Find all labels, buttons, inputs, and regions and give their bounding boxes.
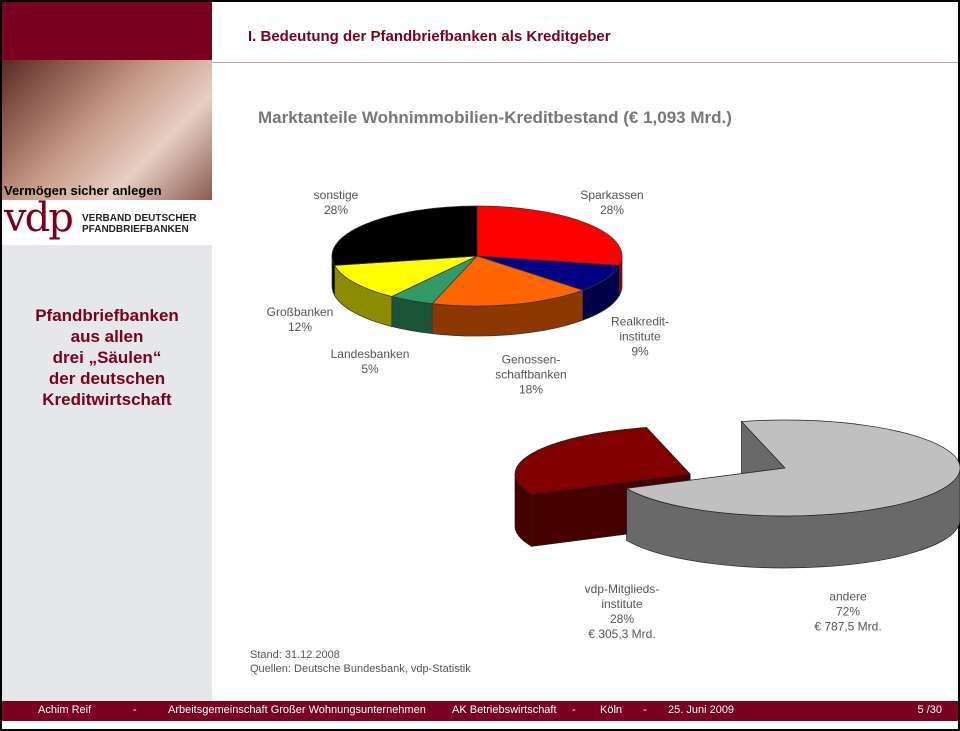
category-label: Genossen- schaftbanken <box>495 352 567 382</box>
pie-slice <box>625 419 960 517</box>
footer <box>2 701 958 721</box>
logo-line: VERBAND DEUTSCHER <box>82 213 197 224</box>
slice-label: Landesbanken 5% <box>331 347 410 377</box>
pie-slice <box>431 255 584 307</box>
category-label: Realkredit- institute <box>610 314 670 344</box>
logo: vdp <box>4 195 74 241</box>
photo <box>2 60 212 200</box>
footer-item: Achim Reif <box>38 704 92 716</box>
slice-label: andere 72% € 787,5 Mrd. <box>814 590 881 635</box>
footer-item: AK Betriebswirtschaft <box>452 704 557 716</box>
footer-item: - <box>572 704 576 716</box>
pie-slice <box>476 255 620 291</box>
category-label: Sparkassen <box>580 188 644 202</box>
pie-slice <box>476 205 623 266</box>
slice-label: Realkredit- institute 9% <box>611 315 669 360</box>
header-line <box>212 62 958 63</box>
amount-label: € 787,5 Mrd. <box>814 619 882 634</box>
value-label: 12% <box>287 320 313 334</box>
value-label: 28% <box>323 203 349 217</box>
footer-item: - <box>133 704 137 716</box>
slice-label: Genossen- schaftbanken 18% <box>495 353 566 398</box>
pie-slice <box>331 205 478 266</box>
amount-label: € 305,3 Mrd. <box>588 627 656 641</box>
note: Stand: 31.12.2008 <box>250 649 340 661</box>
pie-slice <box>334 255 478 297</box>
logo-text: VERBAND DEUTSCHER PFANDBRIEFBANKEN <box>82 213 196 235</box>
slice-label: vdp-Mitglieds- institute 28% € 305,3 Mrd. <box>585 582 660 642</box>
slice-label: Sparkassen 28% <box>580 188 643 218</box>
footer-item: 25. Juni 2009 <box>668 704 735 716</box>
logo-line: PFANDBRIEFBANKEN <box>82 224 189 235</box>
value-label: 28% <box>609 612 635 626</box>
category-label: sonstige <box>313 188 359 202</box>
notes: Stand: 31.12.2008 Quellen: Deutsche Bund… <box>250 648 471 676</box>
header-left <box>2 2 212 60</box>
footer-item: - <box>643 704 647 716</box>
category-label: vdp-Mitglieds- institute <box>584 582 660 611</box>
value-label: 5% <box>361 362 379 376</box>
page-number: 5 /30 <box>917 704 942 716</box>
sidebar <box>2 245 212 701</box>
slice-label: sonstige 28% <box>314 188 359 218</box>
category-label: Landesbanken <box>330 347 410 361</box>
slice-label: Großbanken 12% <box>267 305 334 335</box>
footer-item: Arbeitsgemeinschaft Großer Wohnungsunter… <box>168 704 426 716</box>
value-label: 28% <box>599 203 625 217</box>
note: Quellen: Deutsche Bundesbank, vdp-Statis… <box>250 663 471 675</box>
footer-item: Köln <box>600 704 623 716</box>
value-label: 72% <box>835 604 861 619</box>
value-label: 9% <box>631 344 649 359</box>
value-label: 18% <box>518 382 544 397</box>
chart-title: Marktanteile Wohnimmobilien-Kreditbestan… <box>258 108 732 127</box>
sidebar-text: Pfandbriefbanken aus allen drei „Säulen“… <box>35 306 179 409</box>
category-label: andere <box>829 589 867 604</box>
pie-slice <box>514 427 691 495</box>
tagline: Vermögen sicher anlegen <box>4 183 162 198</box>
category-label: Großbanken <box>266 305 334 319</box>
header-title: I. Bedeutung der Pfandbriefbanken als Kr… <box>248 28 611 45</box>
